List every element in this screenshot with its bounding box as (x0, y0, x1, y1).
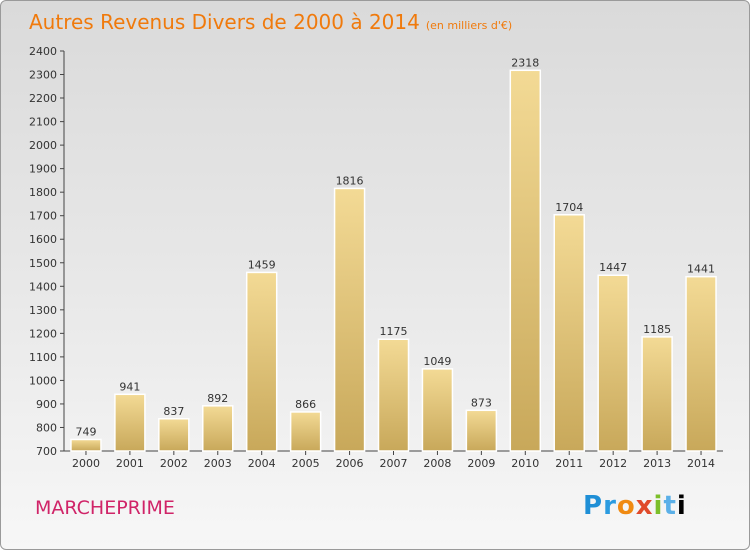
y-tick-label: 2200 (29, 92, 57, 105)
bar-value-label: 2318 (511, 56, 539, 69)
bar (465, 409, 498, 452)
x-tick-label: 2009 (467, 457, 495, 470)
bar (509, 69, 542, 452)
y-tick-label: 1200 (29, 327, 57, 340)
y-tick-label: 2300 (29, 69, 57, 82)
bar (158, 418, 190, 452)
y-tick-label: 700 (36, 445, 57, 458)
x-tick-label: 2006 (336, 457, 364, 470)
bar-value-label: 1704 (555, 201, 583, 214)
bar (333, 187, 366, 452)
bar-value-label: 837 (163, 405, 184, 418)
x-tick-label: 2002 (160, 457, 188, 470)
x-tick-label: 2008 (423, 457, 451, 470)
logo-letter: i (676, 491, 687, 521)
x-tick-label: 2013 (643, 457, 671, 470)
x-tick-label: 2000 (72, 457, 100, 470)
bar-value-label: 1185 (643, 323, 671, 336)
x-tick-label: 2005 (292, 457, 320, 470)
y-tick-label: 1100 (29, 351, 57, 364)
y-tick-label: 2400 (29, 45, 57, 58)
x-tick-label: 2004 (248, 457, 276, 470)
y-tick-label: 1300 (29, 304, 57, 317)
x-tick-label: 2012 (599, 457, 627, 470)
y-tick-label: 1400 (29, 280, 57, 293)
proxiti-logo: Proxiti (583, 491, 687, 521)
bar (114, 393, 146, 452)
bar (597, 274, 629, 452)
x-tick-label: 2011 (555, 457, 583, 470)
bar-value-label: 1441 (687, 263, 715, 276)
y-tick-label: 2100 (29, 116, 57, 129)
bar-value-label: 1459 (248, 258, 276, 271)
bar-value-label: 892 (207, 392, 228, 405)
bar-value-label: 866 (295, 398, 316, 411)
x-tick-label: 2007 (380, 457, 408, 470)
bar (377, 338, 410, 452)
chart-title-text: Autres Revenus Divers de 2000 à 2014 (29, 10, 420, 34)
y-tick-label: 1800 (29, 186, 57, 199)
bar (421, 368, 454, 452)
bar (70, 438, 102, 452)
logo-letter: P (583, 491, 604, 521)
bar (245, 271, 278, 452)
logo-letter: o (616, 491, 636, 521)
bar (685, 275, 717, 452)
y-tick-label: 1000 (29, 374, 57, 387)
logo-letter: r (603, 491, 617, 521)
bar-value-label: 749 (75, 425, 96, 438)
bar-value-label: 1049 (423, 355, 451, 368)
y-tick-label: 1500 (29, 257, 57, 270)
y-tick-label: 800 (36, 421, 57, 434)
bar-value-label: 1447 (599, 261, 627, 274)
bar-value-label: 873 (471, 396, 492, 409)
logo-letter: i (653, 491, 664, 521)
bar-value-label: 1175 (380, 325, 408, 338)
x-tick-label: 2001 (116, 457, 144, 470)
chart-title: Autres Revenus Divers de 2000 à 2014 (en … (29, 10, 512, 34)
bar-value-label: 941 (119, 380, 140, 393)
x-tick-label: 2014 (687, 457, 715, 470)
y-tick-label: 1900 (29, 163, 57, 176)
x-tick-label: 2010 (511, 457, 539, 470)
bar (202, 405, 234, 452)
bar-value-label: 1816 (336, 174, 364, 187)
logo-letter: x (635, 491, 654, 521)
place-name: MARCHEPRIME (35, 497, 175, 519)
chart-subtitle: (en milliers d'€) (425, 19, 513, 32)
y-tick-label: 900 (36, 398, 57, 411)
bar (553, 214, 585, 452)
bar (289, 411, 322, 452)
bar (641, 336, 673, 452)
y-tick-label: 1600 (29, 233, 57, 246)
y-tick-label: 1700 (29, 210, 57, 223)
y-tick-label: 2000 (29, 139, 57, 152)
logo-letter: t (663, 491, 677, 521)
x-tick-label: 2003 (204, 457, 232, 470)
